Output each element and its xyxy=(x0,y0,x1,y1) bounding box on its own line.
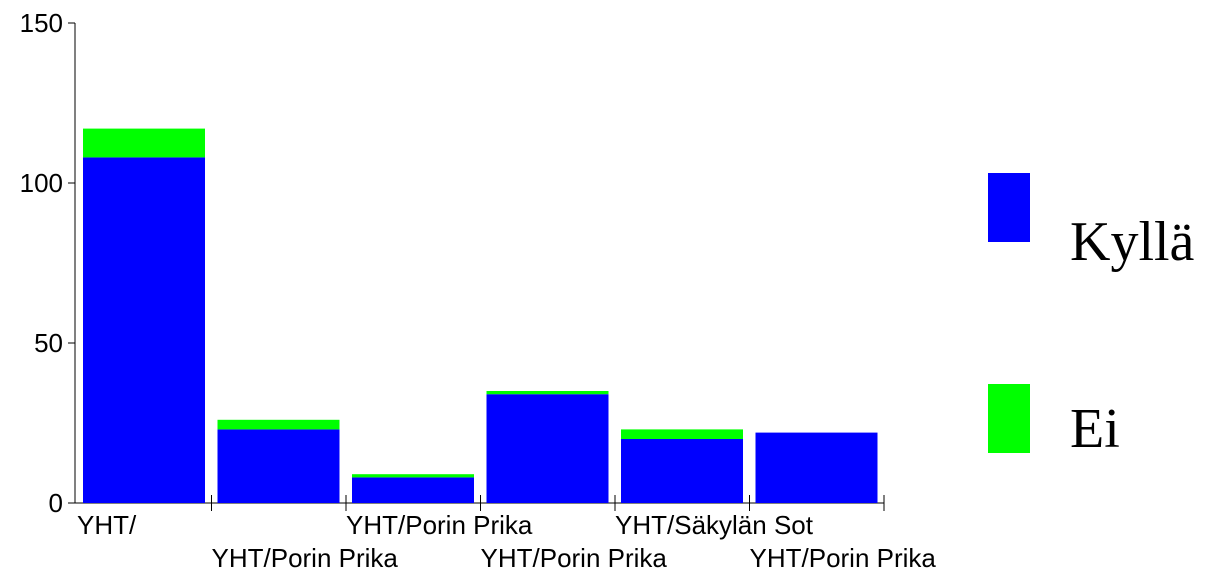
x-tick-label: YHT/Säkylän Sot xyxy=(615,510,814,540)
bar-ei-0 xyxy=(83,128,205,158)
legend: Kyllä Ei xyxy=(988,173,1195,460)
y-axis: 0 50 100 150 xyxy=(20,8,76,518)
bar-kylla-1 xyxy=(217,429,340,503)
bar-ei-1 xyxy=(217,419,340,430)
y-tick-label: 150 xyxy=(20,8,63,38)
y-tick-label: 100 xyxy=(20,168,63,198)
bar-kylla-0 xyxy=(83,157,205,503)
legend-swatch xyxy=(988,173,1030,242)
bar-ei-3 xyxy=(486,391,609,395)
legend-label: Kyllä xyxy=(1070,211,1195,273)
x-tick-label: YHT/Porin Prika xyxy=(481,543,668,573)
bar-kylla-2 xyxy=(352,477,474,503)
x-tick-label: YHT/Porin Prika xyxy=(750,543,937,573)
bar-kylla-4 xyxy=(621,439,743,503)
legend-swatch xyxy=(988,384,1030,453)
legend-label: Ei xyxy=(1070,398,1120,460)
bar-kylla-3 xyxy=(486,394,609,503)
bar-ei-2 xyxy=(352,474,474,478)
x-tick-label: YHT/Porin Prika xyxy=(346,510,533,540)
y-tick-label: 50 xyxy=(34,328,63,358)
y-tick-label: 0 xyxy=(49,488,63,518)
bar-kylla-5 xyxy=(755,432,878,503)
x-tick-label: YHT/ xyxy=(77,510,137,540)
x-tick-label: YHT/Porin Prika xyxy=(212,543,399,573)
bars xyxy=(83,128,878,503)
bar-ei-4 xyxy=(621,429,743,439)
x-axis xyxy=(75,495,885,511)
